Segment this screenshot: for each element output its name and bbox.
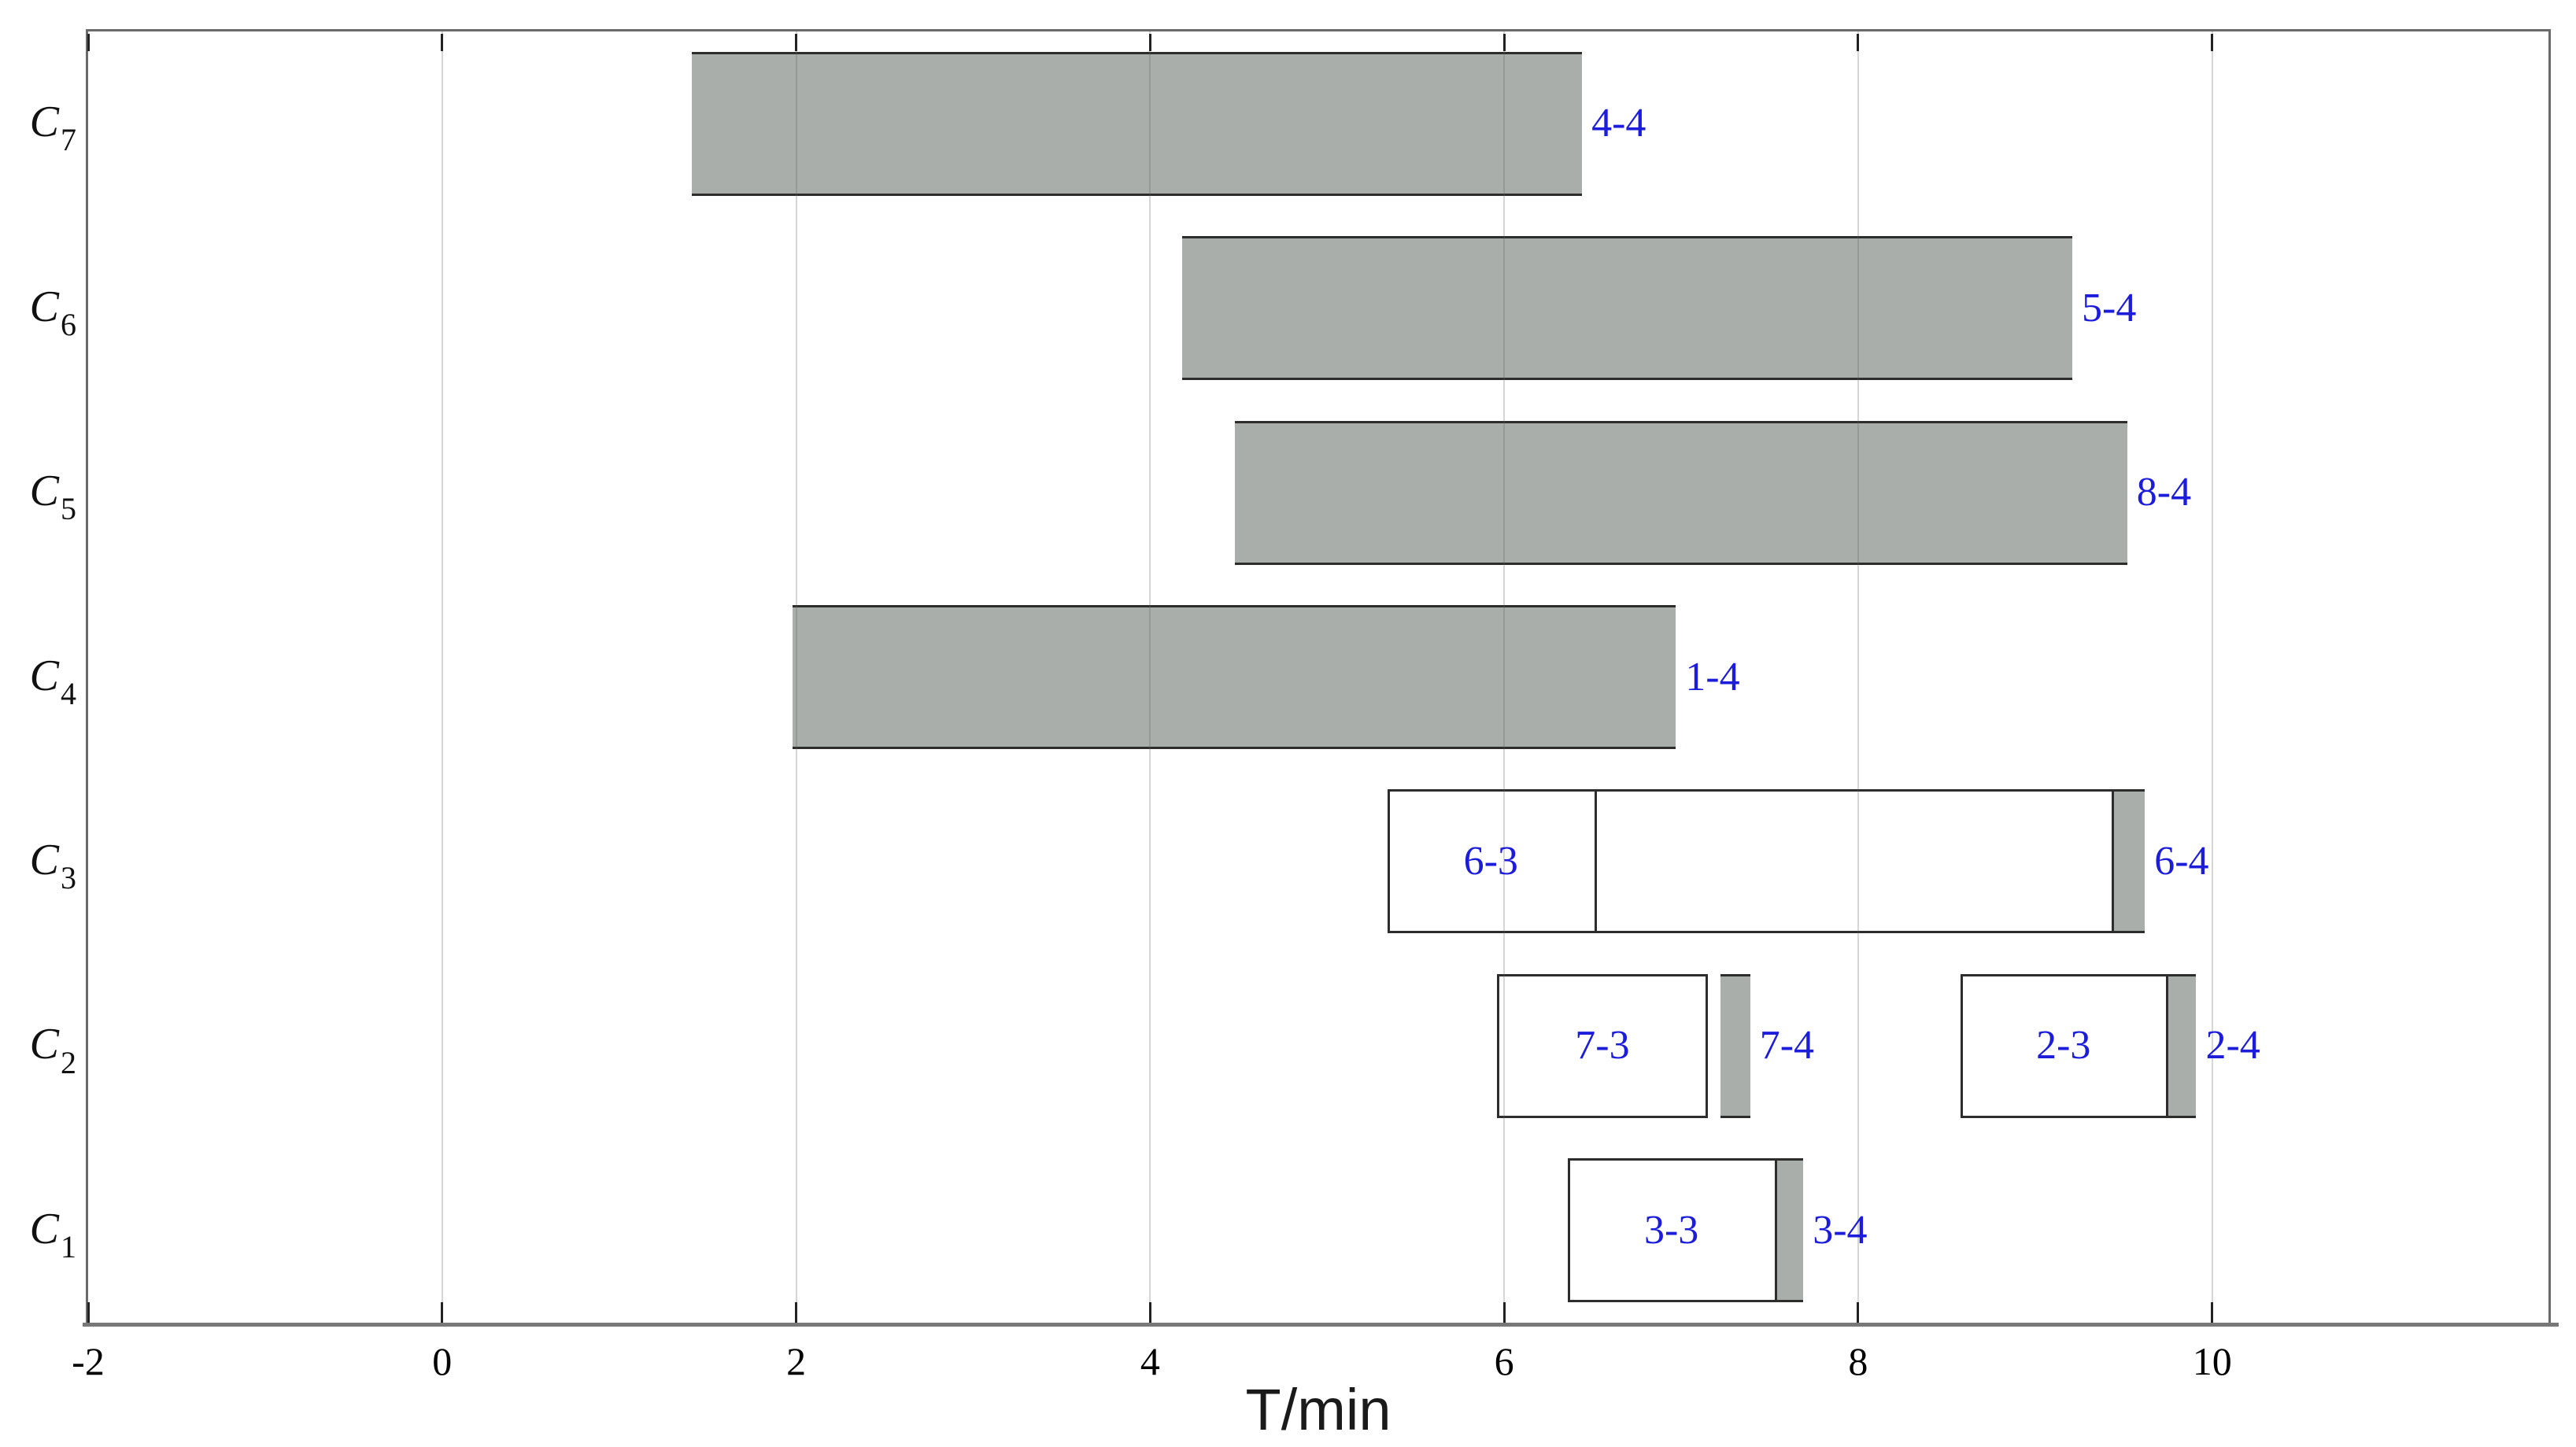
segment-divider	[1775, 1161, 1778, 1301]
x-tick-label: 4	[1140, 1339, 1160, 1383]
bar-segment-gray	[2111, 792, 2145, 932]
x-axis-line	[83, 1323, 2559, 1327]
task-label: 2-3	[2036, 1023, 2091, 1069]
gridline	[795, 31, 797, 1323]
y-axis-label: C7	[29, 98, 76, 158]
segment-divider	[2166, 976, 2169, 1116]
bar-segment-gray	[1775, 1161, 1804, 1301]
task-label-outside: 7-4	[1759, 1023, 1815, 1069]
bar-segment-gray	[2166, 976, 2197, 1116]
x-tick-top	[1857, 34, 1860, 51]
bar-group	[691, 51, 1583, 196]
x-axis-title: T/min	[1245, 1377, 1391, 1442]
task-label-outside: 5-4	[2082, 285, 2137, 330]
x-tick-top	[1502, 34, 1506, 51]
y-axis-label: C4	[29, 651, 76, 711]
y-axis-label: C1	[29, 1204, 76, 1264]
x-tick-label: 8	[1848, 1339, 1868, 1383]
bar-group	[1568, 1158, 1804, 1303]
x-tick	[2211, 1302, 2214, 1323]
x-tick-label: 0	[432, 1339, 453, 1383]
x-tick	[795, 1302, 798, 1323]
x-tick-label: 2	[786, 1339, 807, 1383]
x-tick-label: -2	[72, 1339, 105, 1383]
x-tick	[1148, 1302, 1151, 1323]
task-label: 7-3	[1575, 1023, 1630, 1069]
gridline	[1503, 31, 1506, 1323]
y-axis-label: C2	[29, 1020, 76, 1080]
x-tick	[87, 1302, 90, 1323]
bar-segment-gray	[793, 607, 1676, 747]
gridline	[1857, 31, 1859, 1323]
y-axis-label: C6	[29, 282, 76, 342]
x-tick-top	[87, 34, 90, 51]
x-tick	[1502, 1302, 1506, 1323]
x-tick	[1857, 1302, 1860, 1323]
gridline	[2211, 31, 2213, 1323]
task-label: 6-3	[1463, 838, 1518, 884]
gridline	[441, 31, 443, 1323]
x-tick-top	[441, 34, 444, 51]
x-tick-top	[2211, 34, 2214, 51]
x-tick-label: 10	[2192, 1339, 2232, 1383]
segment-divider	[1594, 792, 1597, 932]
task-label-outside: 1-4	[1685, 654, 1740, 700]
bar-segment-gray	[691, 54, 1583, 194]
task-label-outside: 2-4	[2205, 1023, 2260, 1069]
x-tick-top	[1148, 34, 1151, 51]
task-label-outside: 6-4	[2154, 838, 2209, 884]
bar-group	[1181, 236, 2073, 381]
gridline	[1149, 31, 1151, 1323]
bar-group	[1497, 973, 1708, 1118]
task-label-outside: 3-4	[1813, 1207, 1868, 1253]
x-tick-label: 6	[1494, 1339, 1514, 1383]
bar-group	[1387, 789, 2145, 934]
bar-segment-gray	[1181, 238, 2073, 378]
bar-group	[1235, 420, 2127, 565]
task-label-outside: 8-4	[2136, 470, 2192, 515]
y-axis-label: C5	[29, 467, 76, 527]
bar-segment-gray	[1235, 423, 2127, 563]
x-tick-top	[795, 34, 798, 51]
segment-divider	[2111, 792, 2114, 932]
bar-group	[1961, 973, 2197, 1118]
bar-group	[1720, 973, 1750, 1118]
task-label: 3-3	[1643, 1207, 1699, 1253]
x-tick	[441, 1302, 444, 1323]
y-axis-label: C3	[29, 835, 76, 896]
task-label-outside: 4-4	[1591, 101, 1646, 146]
bar-group	[793, 605, 1676, 749]
bar-segment-gray	[1720, 976, 1750, 1116]
